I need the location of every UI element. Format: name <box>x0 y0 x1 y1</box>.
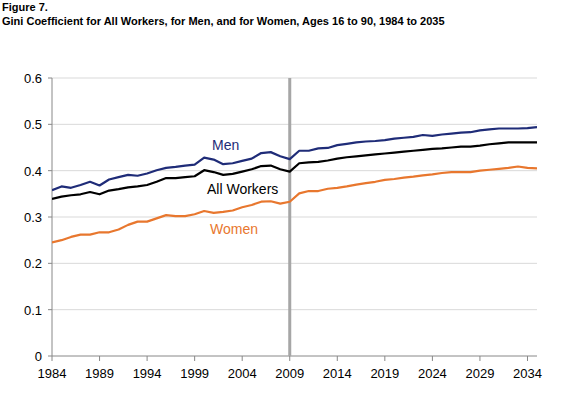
title: Figure 7. <box>2 1 48 13</box>
x-tick-label: 2014 <box>323 366 352 381</box>
x-tick-label: 2024 <box>418 366 447 381</box>
series-line <box>52 127 537 190</box>
grid-line <box>52 309 537 310</box>
x-tick <box>147 356 148 361</box>
x-tick-label: 1999 <box>180 366 209 381</box>
x-tick <box>337 356 338 361</box>
y-tick <box>48 309 52 310</box>
subtitle: Gini Coefficient for All Workers, for Me… <box>2 15 445 27</box>
x-tick-label: 1994 <box>133 366 162 381</box>
x-tick <box>479 356 480 361</box>
y-tick <box>48 170 52 171</box>
x-tick-label: 2029 <box>465 366 494 381</box>
x-tick <box>242 356 243 361</box>
x-tick <box>52 356 53 361</box>
y-tick-label: 0.4 <box>24 164 42 179</box>
y-tick <box>48 356 52 357</box>
grid-line <box>52 78 537 79</box>
x-tick <box>527 356 528 361</box>
y-tick-label: 0.5 <box>24 117 42 132</box>
x-tick <box>289 356 290 361</box>
series-label: Women <box>210 221 258 237</box>
x-axis <box>52 356 537 357</box>
plot-area <box>52 78 537 356</box>
grid-line <box>52 124 537 125</box>
x-tick <box>432 356 433 361</box>
x-tick <box>99 356 100 361</box>
y-tick <box>48 263 52 264</box>
x-tick-label: 2034 <box>513 366 542 381</box>
x-tick-label: 2004 <box>228 366 257 381</box>
y-tick-label: 0.1 <box>24 303 42 318</box>
y-tick <box>48 124 52 125</box>
y-axis <box>52 78 53 356</box>
x-tick-label: 2019 <box>370 366 399 381</box>
x-tick-label: 1989 <box>85 366 114 381</box>
x-tick-label: 2009 <box>275 366 304 381</box>
y-tick-label: 0 <box>35 349 42 364</box>
y-tick-label: 0.2 <box>24 256 42 271</box>
chart: Figure 7. Gini Coefficient for All Worker… <box>0 0 570 397</box>
y-tick <box>48 217 52 218</box>
x-tick-label: 1984 <box>38 366 67 381</box>
y-tick-label: 0.3 <box>24 210 42 225</box>
series-line <box>52 167 537 243</box>
grid-line <box>52 217 537 218</box>
x-tick <box>194 356 195 361</box>
y-tick-label: 0.6 <box>24 71 42 86</box>
x-tick <box>384 356 385 361</box>
series-label: Men <box>212 137 239 153</box>
series-label: All Workers <box>207 181 278 197</box>
y-tick <box>48 78 52 79</box>
grid-line <box>52 263 537 264</box>
reference-line <box>288 78 291 356</box>
series-line <box>52 142 537 199</box>
